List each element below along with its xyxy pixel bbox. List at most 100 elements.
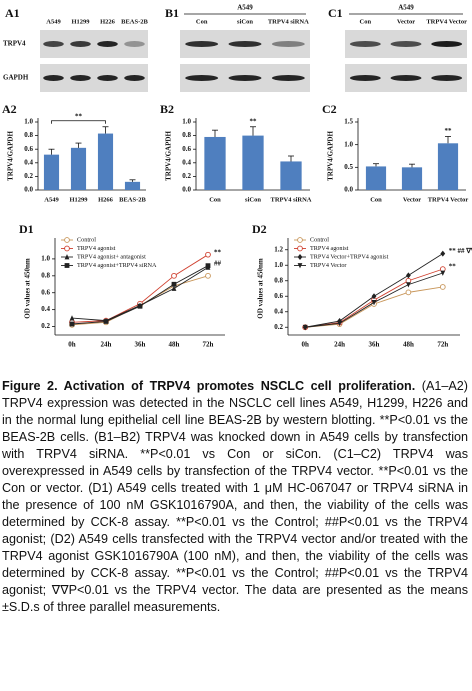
data-point [205,272,211,279]
y-tick-label: 1.0 [344,140,353,148]
blot-band [431,75,463,81]
bar [204,136,226,190]
blot-column-label: BEAS-2B [121,18,148,25]
blot-band [124,41,145,47]
legend-label: TRPV4 agonist [77,245,116,252]
data-point [371,293,377,300]
panel-label: D1 [19,222,34,236]
bar [97,133,114,190]
data-point [337,320,342,327]
blot-band [70,75,91,81]
blot-band [349,75,381,81]
significance-mark: ## [214,259,222,267]
legend-marker [64,237,70,243]
y-tick-label: 0.0 [344,186,353,194]
data-point [406,272,411,279]
y-tick-label: 0.2 [182,172,191,180]
significance-mark: ** [445,127,453,135]
blot-column-label: Vector [397,18,415,25]
y-tick-label: 0.2 [41,322,50,330]
y-tick-label: 0.8 [182,131,191,139]
blot-band [185,41,219,47]
data-point [103,319,109,324]
y-tick-label: 0.4 [24,158,33,166]
data-point [406,282,411,288]
legend-marker [64,254,70,260]
panel-label: B1 [165,6,179,20]
legend-label: TRPV4 Vector [310,262,347,269]
legend-marker [297,245,303,252]
series-line [71,265,209,325]
significance-mark: ** [449,263,457,271]
y-tick-label: 0.8 [41,271,50,279]
y-tick-label: 0.0 [182,186,191,194]
x-tick-label: BEAS-2B [119,196,146,203]
blot-row-label: GAPDH [3,74,29,82]
blot-band [43,41,64,47]
x-tick-label: TRPV4 Vector [428,196,469,203]
blot-band [97,41,118,47]
legend-marker [64,245,70,252]
y-axis-label: TRPV4/GAPDH [165,131,173,181]
legend-marker [297,254,303,260]
data-point [69,321,75,327]
legend-label: TRPV4 Vector+TRPV4 agonist [310,253,389,260]
x-tick-label: 72h [437,341,448,349]
data-point [205,251,211,258]
y-tick-label: 1.0 [24,118,33,126]
y-tick-label: 0.6 [41,288,50,296]
y-tick-label: 0.4 [274,307,283,315]
caption-title: Figure 2. Activation of TRPV4 promotes N… [2,379,416,393]
blot-band [43,75,64,81]
blot-column-label: Con [196,18,208,25]
y-tick-label: 0.5 [344,163,353,171]
x-tick-label: Con [370,196,382,203]
x-tick-label: 36h [135,341,146,349]
x-tick-label: 0h [301,341,309,349]
blot-band [70,41,91,47]
legend-label: TRPV4 agonist+TRPV4 siRNA [77,262,157,269]
bar [124,181,141,190]
significance-mark: ** [250,117,258,125]
blot-column-label: H1299 [71,18,90,25]
panel-label: C1 [328,6,343,20]
y-tick-label: 0.2 [24,172,33,180]
x-tick-label: 72h [203,341,214,349]
x-tick-label: siCon [245,196,261,203]
blot-column-label: siCon [237,18,253,25]
y-tick-label: 0.6 [24,145,33,153]
y-tick-label: 0.6 [274,292,283,300]
x-tick-label: TRPV4 siRNA [271,196,312,203]
bar [401,167,423,190]
significance-mark: ** ## ∇∇ [449,247,472,255]
bar [43,154,60,190]
data-point [371,300,377,306]
legend-label: Control [77,236,96,243]
data-point [439,284,446,290]
data-point [137,303,143,309]
series-line [71,275,209,326]
bar [437,143,459,190]
y-tick-label: 0.4 [182,158,191,166]
legend-marker [297,263,303,269]
x-tick-label: 36h [369,341,380,349]
y-tick-label: 0.6 [182,145,191,153]
y-axis-label: OD values at 450nm [257,258,265,319]
x-tick-label: H1299 [69,196,88,203]
y-tick-label: 0.0 [24,186,33,194]
blot-band [185,75,219,81]
blot-band [228,41,262,47]
caption: Figure 2. Activation of TRPV4 promotes N… [2,378,468,616]
x-tick-label: Vector [403,196,421,203]
blot-header: A549 [398,4,414,12]
significance-mark: ** [214,248,222,256]
legend-marker [64,263,70,268]
data-point [440,270,446,276]
panel-label: A1 [5,6,20,20]
panel-label: A2 [2,102,17,116]
legend-marker [297,237,303,243]
legend-label: TRPV4 agonist [310,245,349,252]
data-point [302,324,308,331]
y-tick-label: 0.2 [274,323,283,331]
data-point [171,285,177,291]
